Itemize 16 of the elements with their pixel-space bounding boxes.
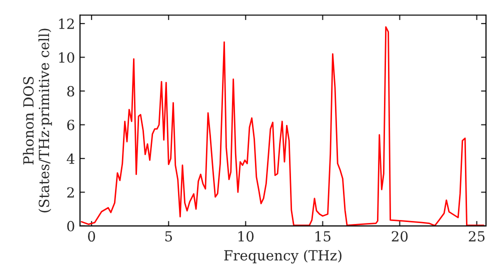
line-series: [80, 26, 484, 226]
x-tick-label: 10: [238, 231, 254, 242]
y-tick-label: 8: [67, 86, 74, 96]
x-axis-title: Frequency (THz): [224, 250, 342, 264]
y-tick-label: 0: [67, 220, 74, 232]
y-tick-label: 4: [66, 153, 74, 164]
x-tick-label: 25: [468, 231, 485, 242]
x-tick-label: 5: [165, 231, 172, 242]
y-tick-label: 12: [59, 18, 74, 29]
y-axis-title: Phonon DOS (States/THz·primitive cell): [22, 28, 52, 212]
x-tick-label: 20: [392, 231, 408, 242]
y-tick-label: 10: [59, 52, 74, 63]
x-tick-label: 0: [88, 231, 96, 242]
y-tick-label: 6: [67, 120, 74, 130]
x-tick-label: 15: [316, 231, 330, 242]
y-tick-label: 2: [67, 187, 74, 198]
